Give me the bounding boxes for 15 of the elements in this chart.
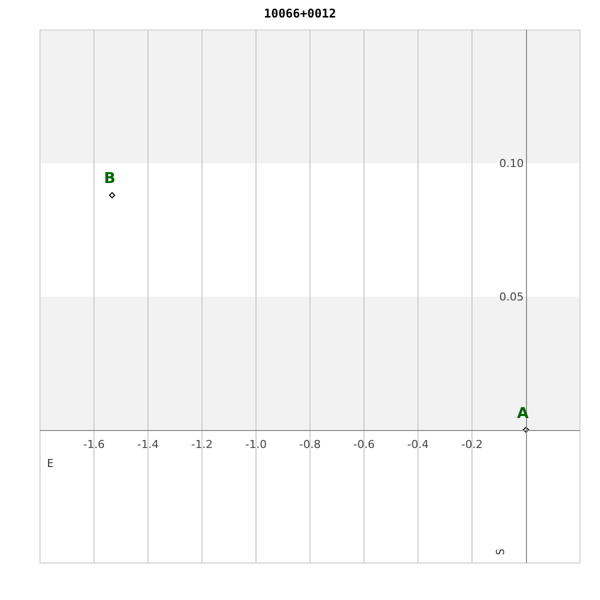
x-tick-label: -1.0 bbox=[245, 438, 267, 451]
y-tick-label: 0.05 bbox=[499, 290, 524, 304]
x-tick-label: -0.8 bbox=[299, 438, 321, 451]
x-tick-label: -1.2 bbox=[191, 438, 213, 451]
annotation: A bbox=[517, 404, 529, 422]
annotation: B bbox=[104, 169, 116, 187]
x-tick-label: -0.6 bbox=[353, 438, 375, 451]
x-tick-label: -0.4 bbox=[407, 438, 429, 451]
x-axis-title: E bbox=[47, 457, 54, 470]
y-tick-label: 0.10 bbox=[499, 157, 524, 170]
chart-title: 10066+0012 bbox=[264, 6, 336, 20]
x-tick-label: -1.4 bbox=[137, 438, 159, 451]
x-tick-label: -1.6 bbox=[83, 438, 105, 451]
x-tick-label: -0.2 bbox=[461, 438, 483, 451]
y-axis-title: S bbox=[494, 548, 507, 556]
